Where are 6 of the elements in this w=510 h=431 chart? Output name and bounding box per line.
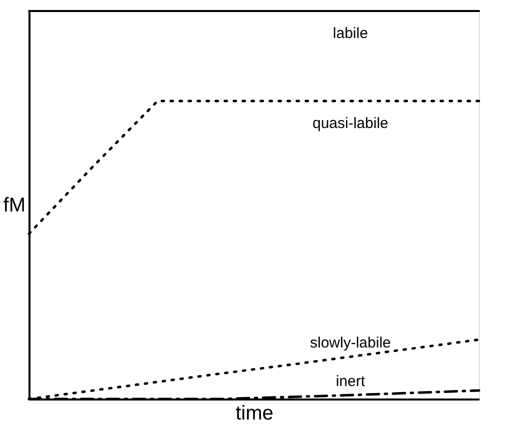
x-axis-title: time: [236, 402, 274, 424]
series-label: slowly-labile: [310, 334, 391, 352]
y-axis-title: fM: [3, 194, 26, 216]
series-label: labile: [332, 25, 368, 42]
series-label: quasi-labile: [312, 115, 388, 132]
series-label: inert: [336, 373, 366, 390]
